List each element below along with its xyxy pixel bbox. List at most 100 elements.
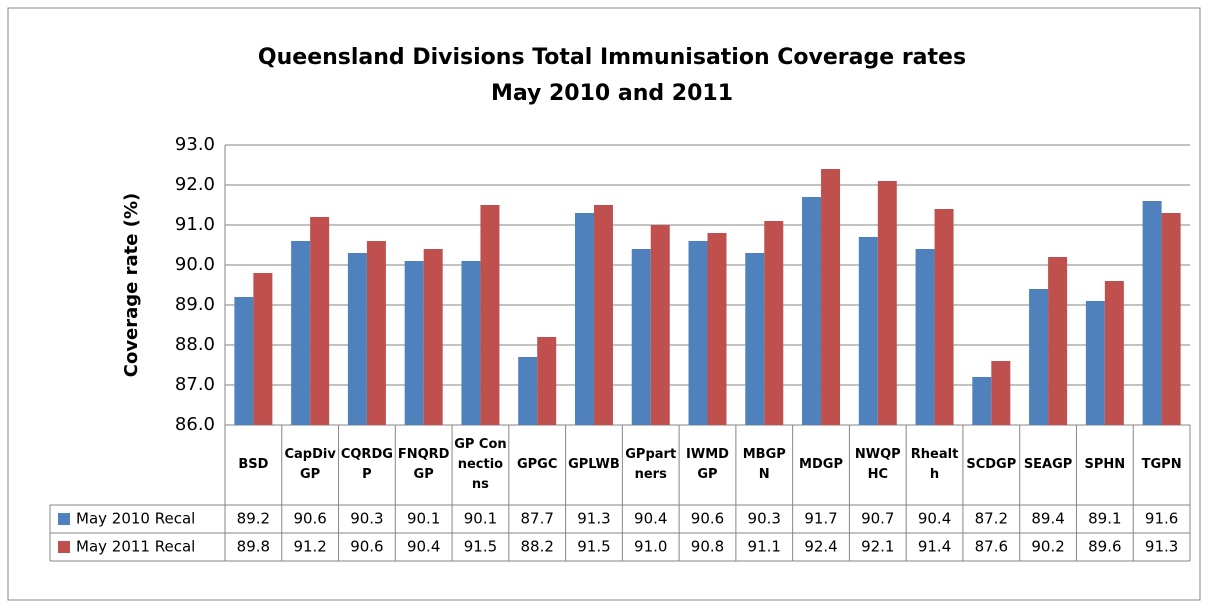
y-axis-label: Coverage rate (%): [121, 193, 142, 378]
x-tick-label-box: FNQRDGP: [397, 447, 450, 482]
bar: [1029, 289, 1049, 425]
x-tick-label-box: NWQPHC: [854, 447, 901, 482]
table-value: 90.6: [293, 510, 326, 528]
bar: [707, 233, 727, 425]
bar: [574, 213, 594, 425]
table-value: 91.5: [464, 538, 497, 556]
table-value: 87.2: [975, 510, 1008, 528]
y-tick-label: 87.0: [175, 374, 215, 395]
x-tick-label-box: TGPN: [1142, 457, 1182, 472]
x-tick-label: Rhealth: [910, 447, 959, 482]
table-value: 89.1: [1088, 510, 1121, 528]
x-tick-label-box: GPpartners: [625, 447, 676, 482]
x-tick-label-box: GP Connections: [454, 437, 507, 492]
table-value: 90.8: [691, 538, 724, 556]
bar: [802, 197, 822, 425]
table-value: 87.7: [521, 510, 554, 528]
bar: [347, 253, 367, 425]
x-tick-label: SPHN: [1084, 457, 1126, 472]
x-tick-label: GP Connections: [454, 437, 507, 492]
table-value: 91.5: [577, 538, 610, 556]
bar: [404, 261, 424, 425]
table-value: 89.8: [237, 538, 270, 556]
chart-title: Queensland Divisions Total Immunisation …: [258, 45, 966, 70]
table-value: 90.3: [350, 510, 383, 528]
y-tick-label: 90.0: [175, 254, 215, 275]
x-tick-label-box: CapDivGP: [284, 447, 335, 482]
bar: [461, 261, 481, 425]
y-tick-label: 92.0: [175, 174, 215, 195]
x-tick-label: FNQRDGP: [397, 447, 450, 482]
bar: [650, 225, 670, 425]
bar: [1142, 201, 1162, 425]
bar: [1104, 281, 1124, 425]
x-tick-label-box: SCDGP: [966, 457, 1017, 472]
table-value: 92.1: [861, 538, 894, 556]
table-value: 91.7: [804, 510, 837, 528]
table-value: 89.2: [237, 510, 270, 528]
table-value: 90.1: [407, 510, 440, 528]
chart-subtitle: May 2010 and 2011: [491, 81, 733, 106]
x-tick-label-box: BSD: [238, 457, 269, 472]
bar: [593, 205, 613, 425]
bar: [423, 249, 443, 425]
y-tick-label: 89.0: [175, 294, 215, 315]
table-value: 87.6: [975, 538, 1008, 556]
y-tick-label: 88.0: [175, 334, 215, 355]
bar: [631, 249, 651, 425]
table-value: 92.4: [804, 538, 837, 556]
x-tick-label-box: GPGC: [516, 457, 558, 472]
table-value: 91.4: [918, 538, 951, 556]
bar: [821, 169, 841, 425]
bar: [745, 253, 765, 425]
bar: [688, 241, 708, 425]
table-value: 91.0: [634, 538, 667, 556]
legend-label: May 2010 Recal: [76, 510, 195, 528]
legend-key: [58, 541, 70, 553]
table-value: 91.6: [1145, 510, 1178, 528]
bar: [291, 241, 311, 425]
x-tick-label-box: IWMDGP: [686, 447, 729, 482]
x-tick-label: GPGC: [516, 457, 558, 472]
bar: [934, 209, 954, 425]
table-value: 89.4: [1031, 510, 1064, 528]
x-tick-label: IWMDGP: [686, 447, 729, 482]
x-tick-label-box: MDGP: [799, 457, 843, 472]
bar: [1085, 301, 1105, 425]
table-value: 90.2: [1031, 538, 1064, 556]
table-value: 90.1: [464, 510, 497, 528]
x-tick-label: SEAGP: [1023, 457, 1073, 472]
table-value: 90.6: [350, 538, 383, 556]
x-tick-label: MDGP: [799, 457, 843, 472]
table-value: 91.3: [1145, 538, 1178, 556]
table-value: 91.3: [577, 510, 610, 528]
x-tick-label: BSD: [238, 457, 269, 472]
y-tick-label: 91.0: [175, 214, 215, 235]
x-tick-label: MBGPN: [742, 447, 786, 482]
x-tick-label: GPLWB: [568, 457, 620, 472]
bar: [310, 217, 330, 425]
x-tick-label: CQRDGP: [340, 447, 393, 482]
bar: [991, 361, 1011, 425]
x-tick-label-box: CQRDGP: [340, 447, 393, 482]
bar: [480, 205, 500, 425]
bar: [366, 241, 386, 425]
bar: [234, 297, 254, 425]
bar: [253, 273, 273, 425]
bar: [972, 377, 992, 425]
x-tick-label: SCDGP: [966, 457, 1017, 472]
bar: [858, 237, 878, 425]
x-tick-label-box: GPLWB: [568, 457, 620, 472]
x-tick-label-box: MBGPN: [742, 447, 786, 482]
x-tick-label-box: SPHN: [1084, 457, 1126, 472]
table-value: 90.6: [691, 510, 724, 528]
table-value: 88.2: [521, 538, 554, 556]
bar: [1048, 257, 1068, 425]
bar: [915, 249, 935, 425]
x-tick-label: NWQPHC: [854, 447, 901, 482]
table-value: 89.6: [1088, 538, 1121, 556]
bar: [764, 221, 784, 425]
bar: [518, 357, 538, 425]
table-value: 90.4: [918, 510, 951, 528]
